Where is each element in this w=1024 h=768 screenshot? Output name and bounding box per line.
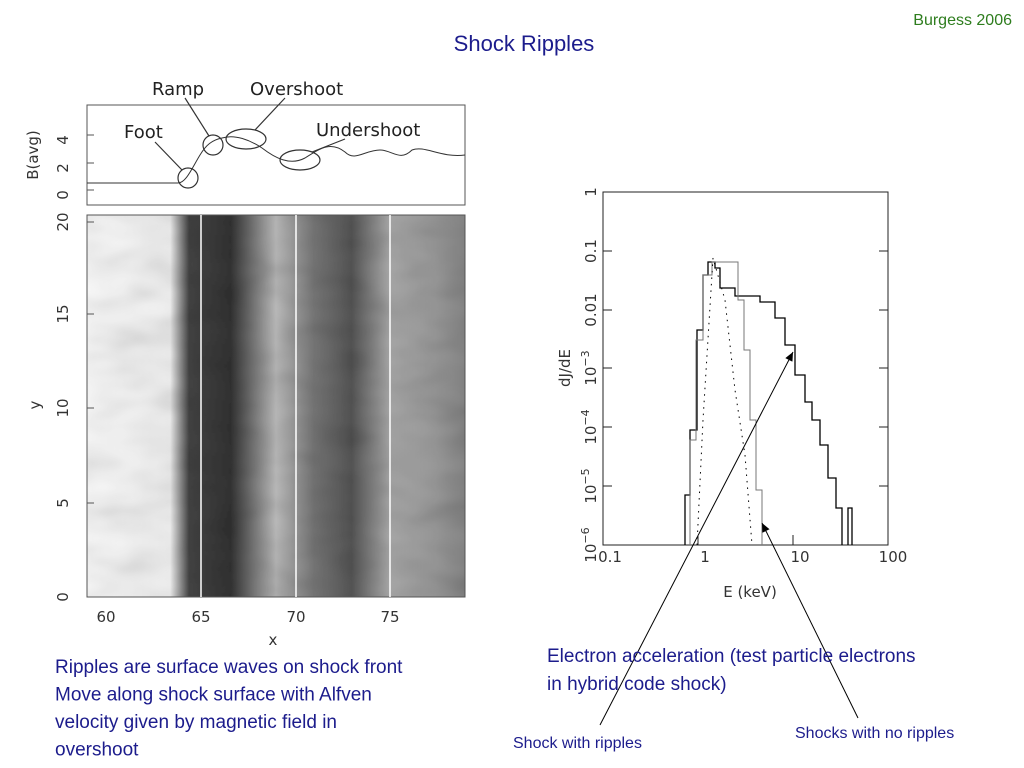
y-tick-label: 2 (54, 163, 72, 173)
y-tick-label: 10−6 (579, 527, 600, 562)
annotation-marks (154, 97, 346, 189)
x-tick-label: 75 (380, 608, 399, 626)
y-tick-label: 4 (54, 135, 72, 145)
annotation: Ramp (152, 79, 204, 100)
tick-base: 10 (582, 485, 600, 504)
bottom-panel-frame (86, 214, 466, 598)
y-tick-label: 0.1 (582, 239, 600, 263)
pointer-label: Shock with ripples (513, 735, 642, 752)
x-tick-label: 1 (700, 548, 710, 566)
caption-line: in hybrid code shock) (547, 674, 727, 695)
y-tick-label: 0 (54, 592, 72, 602)
y-tick-label: 10 (54, 398, 72, 417)
caption-line: Ripples are surface waves on shock front (55, 657, 403, 678)
y-axis-label: y (26, 400, 44, 409)
pointer-arrow (599, 351, 794, 726)
y-tick-label: 10−4 (579, 409, 600, 444)
x-tick-label: 10 (790, 548, 809, 566)
tick-exp: −4 (579, 409, 592, 425)
annotation: Foot (124, 122, 163, 143)
tick-exp: −6 (579, 527, 592, 543)
guide-lines (200, 215, 391, 597)
caption-line: velocity given by magnetic field in (55, 712, 337, 733)
slide-title: Shock Ripples (454, 31, 595, 56)
y-axis-label: B(avg) (24, 130, 42, 180)
spectrum-no-ripples (689, 261, 763, 545)
tick-exp: −5 (579, 468, 592, 484)
y-tick-label: 5 (54, 498, 72, 508)
y-tick-label: 0 (54, 190, 72, 200)
caption-line: Electron acceleration (test particle ele… (547, 646, 916, 667)
y-tick-label: 10−3 (579, 350, 600, 385)
x-tick-label: 0.1 (598, 548, 622, 566)
x-tick-label: 60 (96, 608, 115, 626)
field-image (87, 215, 465, 597)
tick-base: 10 (582, 367, 600, 386)
tick-exp: −3 (579, 350, 592, 366)
x-tick-label: 70 (286, 608, 305, 626)
tick-text: 1 (582, 187, 600, 197)
tick-text: 0.01 (582, 293, 600, 326)
x-axis-label: E (keV) (723, 583, 777, 601)
y-tick-label: 1 (582, 187, 600, 197)
b-avg-curve (87, 136, 466, 184)
pointer-label: Shocks with no ripples (795, 725, 954, 742)
spectrum-frame (602, 191, 889, 546)
tick-text: 0.1 (582, 239, 600, 263)
caption-line: overshoot (55, 740, 139, 761)
spectrum-ripples (684, 261, 853, 545)
y-tick-label: 10−5 (579, 468, 600, 503)
y-tick-label: 15 (54, 304, 72, 323)
y-tick-label: 0.01 (582, 293, 600, 326)
x-axis-label: x (269, 631, 278, 649)
annotation: Undershoot (316, 120, 420, 141)
y-tick-label: 20 (54, 212, 72, 231)
tick-base: 10 (582, 544, 600, 563)
annotation: Overshoot (250, 79, 343, 100)
credit: Burgess 2006 (913, 12, 1012, 29)
caption-line: Move along shock surface with Alfven (55, 685, 372, 706)
tick-base: 10 (582, 426, 600, 445)
x-tick-label: 100 (879, 548, 908, 566)
x-tick-label: 65 (191, 608, 210, 626)
pointer-arrow (761, 522, 859, 719)
y-axis-label: dJ/dE (556, 349, 574, 387)
